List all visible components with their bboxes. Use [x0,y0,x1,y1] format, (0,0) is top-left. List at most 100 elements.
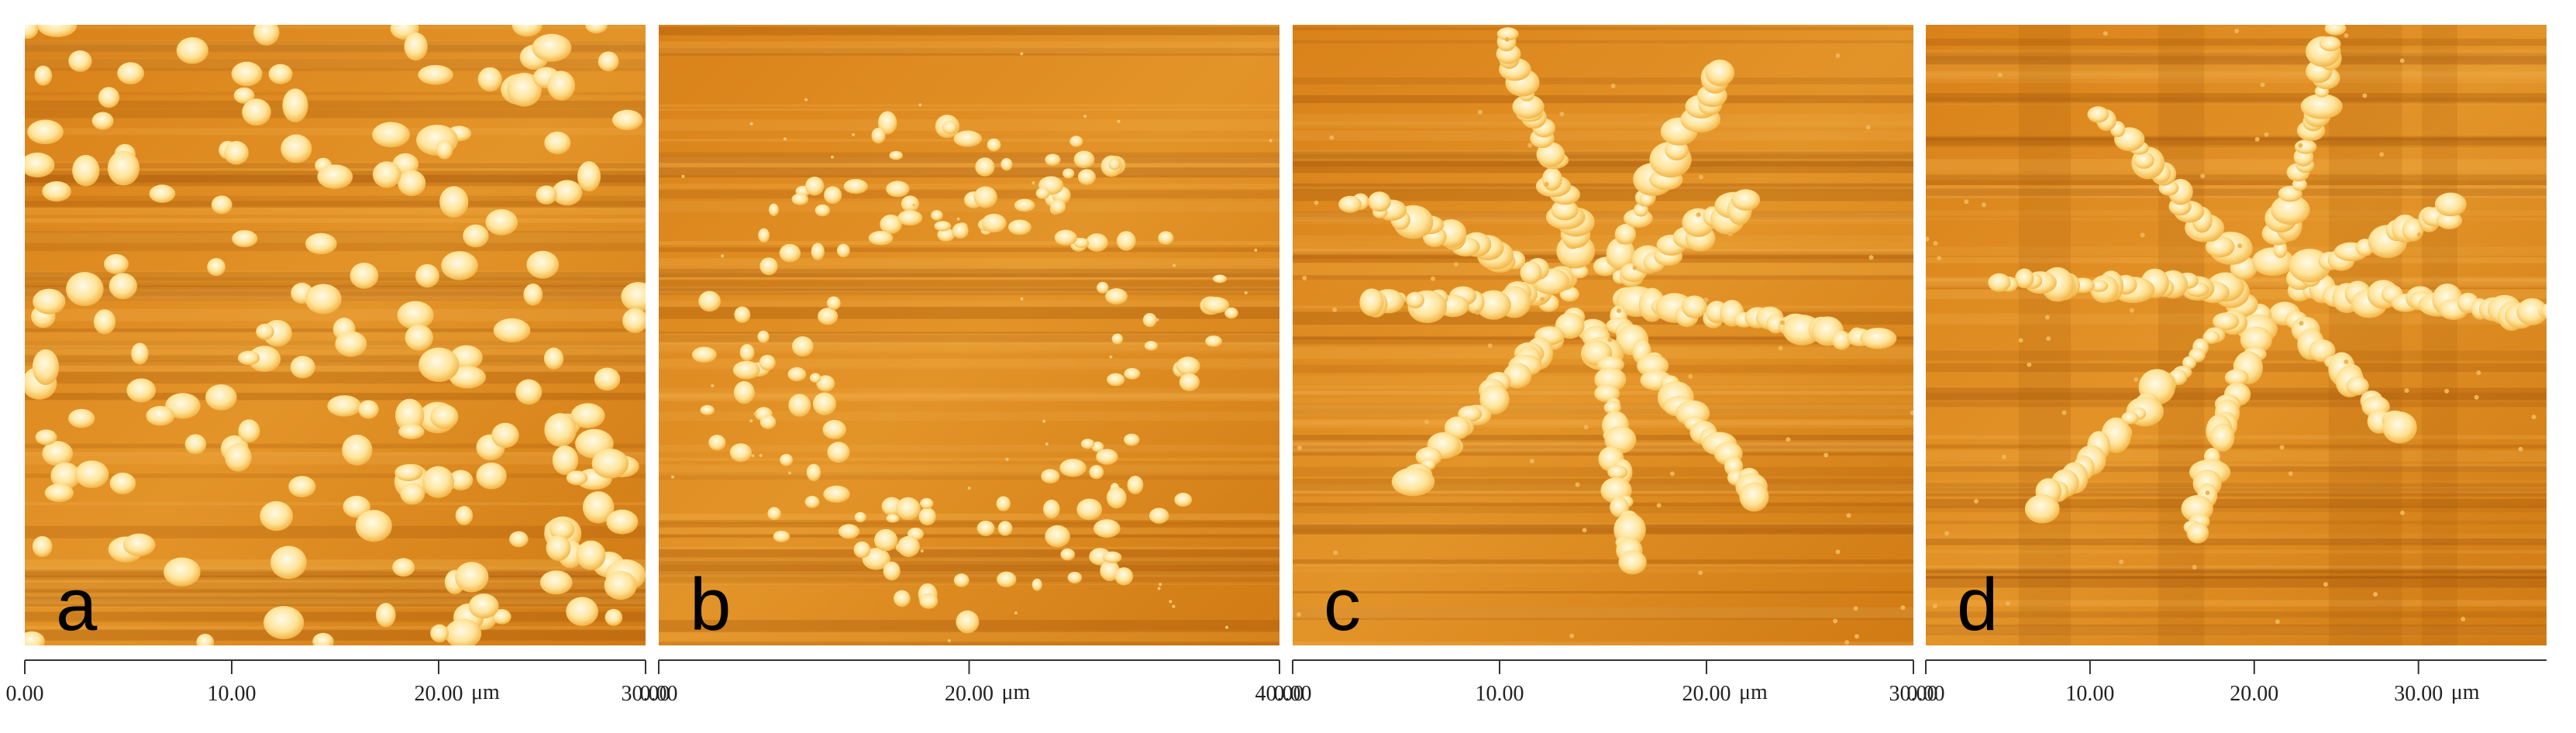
speck [1540,297,1545,302]
particle [769,203,779,217]
particle [515,379,542,405]
scan-streak [1293,607,1913,618]
speck [1042,419,1046,423]
particle [72,154,100,187]
particle [734,306,751,323]
particle [91,112,114,130]
scan-streak [1926,624,2547,636]
scan-streak [1293,564,1913,567]
scan-streak [25,91,646,95]
scan-streak [1926,188,2547,196]
particle [237,350,260,366]
particle [700,404,715,415]
particle [398,424,425,439]
scan-streak [1293,642,1913,645]
tick-label: 10.00 [1476,682,1524,706]
speck [1779,320,1785,325]
particle [281,134,312,163]
particle [372,122,410,148]
particle [1144,341,1159,351]
scan-streak [25,208,646,215]
particle [463,224,489,248]
particle [809,373,821,384]
scan-streak [25,26,646,29]
particle [358,400,379,419]
speck [751,454,755,458]
speck [2400,510,2406,515]
particle [1496,27,1519,41]
scan-streak [1926,549,2547,554]
afm-image [659,25,1279,645]
scan-streak [659,26,1279,36]
scan-streak [1926,97,2547,104]
scan-streak [25,502,646,506]
afm-image [25,25,646,645]
particle [1111,333,1124,345]
particle [1062,168,1075,179]
speck [721,254,725,258]
scan-streak [659,268,1279,277]
speck [1314,200,1319,205]
speck [1559,112,1565,117]
particle [779,243,801,263]
particle [224,140,249,165]
scan-streak [1926,176,2547,181]
speck [830,155,834,159]
axis-unit: μm [2451,680,2480,704]
scan-streak [659,300,1279,308]
particle [1520,261,1542,284]
speck [1688,373,1693,379]
scan-streak [1926,61,2547,66]
speck [1846,513,1851,518]
speck [1224,625,1228,629]
speck [1698,570,1703,576]
scan-streak [1293,183,1913,191]
particle [511,25,542,37]
particle [611,109,643,131]
particle [544,413,577,447]
scan-streak [1293,397,1913,409]
particle [32,535,53,557]
vertical-band [2329,25,2402,645]
particle [2309,339,2336,363]
particle [2319,36,2341,52]
speck [2444,388,2450,394]
particle [1102,551,1122,563]
particle [576,540,606,570]
speck [1031,181,1035,184]
particle [733,380,755,404]
particle [1031,578,1042,591]
tick-label: 0.00 [6,682,44,706]
particle [811,243,825,260]
scan-streak [1293,524,1913,535]
speck [2474,394,2479,400]
particle [532,33,572,62]
particle [184,434,207,455]
particle [1406,291,1425,308]
particle [543,347,564,370]
particle [282,88,308,122]
scan-streak [659,184,1279,189]
particle [1988,273,2011,292]
scan-streak [1926,138,2547,147]
particle [758,228,770,243]
particle [398,170,426,197]
speck [1169,600,1173,604]
speck [1656,503,1662,508]
scan-streak [25,451,646,456]
particle [585,25,608,34]
speck [1083,115,1087,119]
scan-streak [25,308,646,322]
particle [2205,236,2235,258]
particle [767,507,781,521]
scan-streak [659,306,1279,319]
particle [66,272,104,307]
scan-streak [659,247,1279,253]
scan-streak [1926,170,2547,177]
scan-streak [659,394,1279,401]
particle [918,508,936,526]
speck [2379,152,2385,157]
speck [1778,346,1783,351]
particle [1606,237,1635,270]
